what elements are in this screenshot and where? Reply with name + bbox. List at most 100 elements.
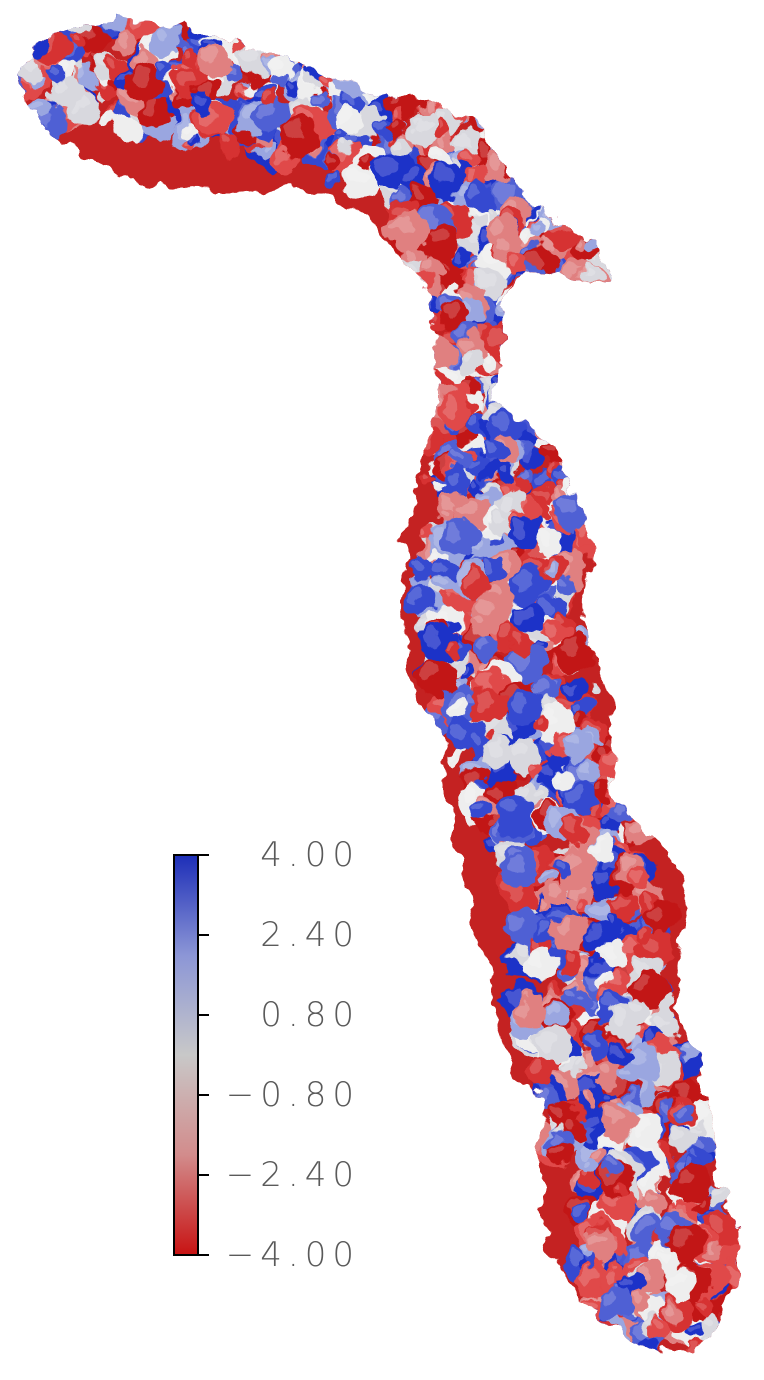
- surface-highlight: [539, 532, 551, 545]
- surface-highlight: [626, 1090, 636, 1101]
- surface-highlight: [601, 817, 612, 828]
- surface-highlight: [543, 445, 554, 456]
- surface-highlight: [526, 308, 541, 323]
- surface-highlight: [584, 286, 591, 292]
- surface-highlight: [400, 79, 407, 86]
- surface-highlight: [586, 1374, 593, 1380]
- surface-patch: [584, 1372, 600, 1380]
- surface-highlight: [507, 125, 519, 137]
- surface-highlight: [573, 712, 583, 722]
- surface-highlight: [342, 111, 354, 123]
- surface-patch: [403, 371, 431, 399]
- surface-highlight: [552, 1145, 563, 1155]
- surface-patch: [398, 371, 418, 392]
- surface-highlight: [712, 1190, 721, 1198]
- surface-highlight: [412, 307, 425, 320]
- surface-highlight: [583, 1358, 590, 1365]
- surface-patch: [398, 325, 432, 358]
- surface-highlight: [530, 182, 548, 201]
- surface-highlight: [310, 49, 328, 67]
- surface-patch: [544, 282, 558, 296]
- surface-highlight: [598, 1339, 616, 1353]
- surface-patch: [641, 209, 659, 227]
- surface-highlight: [610, 804, 620, 814]
- surface-highlight: [542, 868, 550, 876]
- surface-patch: [651, 1365, 676, 1380]
- surface-highlight: [503, 137, 522, 156]
- surface-highlight: [434, 563, 446, 574]
- surface-highlight: [630, 1256, 638, 1265]
- surface-highlight: [423, 363, 432, 372]
- surface-patch: [101, 21, 130, 33]
- surface-highlight: [421, 374, 437, 390]
- surface-patch: [509, 276, 538, 305]
- surface-patch: [515, 387, 550, 423]
- surface-highlight: [621, 858, 634, 870]
- surface-highlight: [512, 301, 526, 315]
- surface-highlight: [633, 297, 644, 307]
- surface-highlight: [0, 98, 5, 107]
- surface-highlight: [458, 336, 473, 351]
- surface-highlight: [404, 245, 417, 258]
- surface-highlight: [550, 884, 560, 895]
- surface-highlight: [262, 90, 269, 97]
- surface-patch: [583, 1362, 614, 1380]
- surface-highlight: [505, 857, 521, 873]
- surface-highlight: [598, 282, 606, 291]
- surface-highlight: [646, 1367, 660, 1380]
- surface-highlight: [592, 1324, 599, 1331]
- surface-highlight: [603, 1092, 613, 1103]
- surface-highlight: [506, 336, 519, 348]
- surface-patch: [527, 339, 541, 353]
- surface-highlight: [631, 238, 648, 254]
- surface-highlight: [117, 32, 128, 42]
- surface-highlight: [105, 8, 117, 20]
- surface-highlight: [518, 280, 535, 298]
- surface-highlight: [521, 407, 535, 422]
- surface-highlight: [508, 348, 514, 354]
- surface-highlight: [599, 975, 607, 984]
- surface-highlight: [468, 186, 483, 201]
- surface-highlight: [488, 327, 504, 343]
- surface-highlight: [564, 820, 578, 834]
- surface-patch: [565, 290, 604, 329]
- surface-highlight: [655, 1368, 666, 1379]
- surface-highlight: [497, 242, 510, 256]
- surface-highlight: [387, 361, 404, 378]
- surface-patch: [530, 324, 550, 344]
- surface-highlight: [201, 48, 217, 64]
- surface-highlight: [510, 312, 516, 319]
- surface-highlight: [623, 291, 631, 299]
- surface-highlight: [0, 42, 1, 55]
- surface-highlight: [639, 894, 651, 906]
- surface-highlight: [288, 81, 295, 88]
- surface-patch: [21, 116, 40, 141]
- surface-highlight: [589, 1036, 602, 1048]
- surface-patch: [521, 310, 562, 350]
- surface-highlight: [395, 282, 408, 296]
- surface-patch: [637, 1364, 659, 1380]
- surface-patch: [499, 143, 515, 159]
- surface-highlight: [582, 265, 592, 276]
- surface-highlight: [226, 23, 244, 41]
- surface-highlight: [212, 21, 230, 31]
- surface-highlight: [409, 279, 418, 288]
- surface-patch: [623, 1338, 663, 1353]
- surface-highlight: [102, 110, 109, 117]
- surface-highlight: [485, 440, 497, 452]
- surface-highlight: [601, 199, 614, 212]
- surface-highlight: [474, 618, 483, 628]
- surface-highlight: [190, 21, 200, 30]
- surface-highlight: [325, 155, 333, 163]
- surface-patch: [613, 1368, 643, 1380]
- surface-highlight: [48, 66, 58, 77]
- surface-highlight: [628, 1047, 646, 1065]
- surface-patch: [462, 93, 477, 108]
- surface-highlight: [621, 1275, 633, 1287]
- surface-patch: [0, 44, 20, 68]
- surface-patch: [621, 1375, 636, 1380]
- surface-highlight: [513, 633, 524, 644]
- surface-highlight: [338, 64, 356, 82]
- surface-highlight: [584, 1096, 591, 1103]
- surface-highlight: [610, 309, 617, 316]
